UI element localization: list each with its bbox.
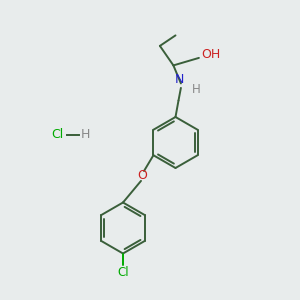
- Text: H: H: [81, 128, 90, 142]
- Text: Cl: Cl: [51, 128, 63, 142]
- Text: O: O: [138, 169, 147, 182]
- Text: Cl: Cl: [117, 266, 129, 279]
- Text: H: H: [192, 83, 201, 96]
- Text: N: N: [175, 74, 184, 86]
- Text: OH: OH: [201, 48, 220, 62]
